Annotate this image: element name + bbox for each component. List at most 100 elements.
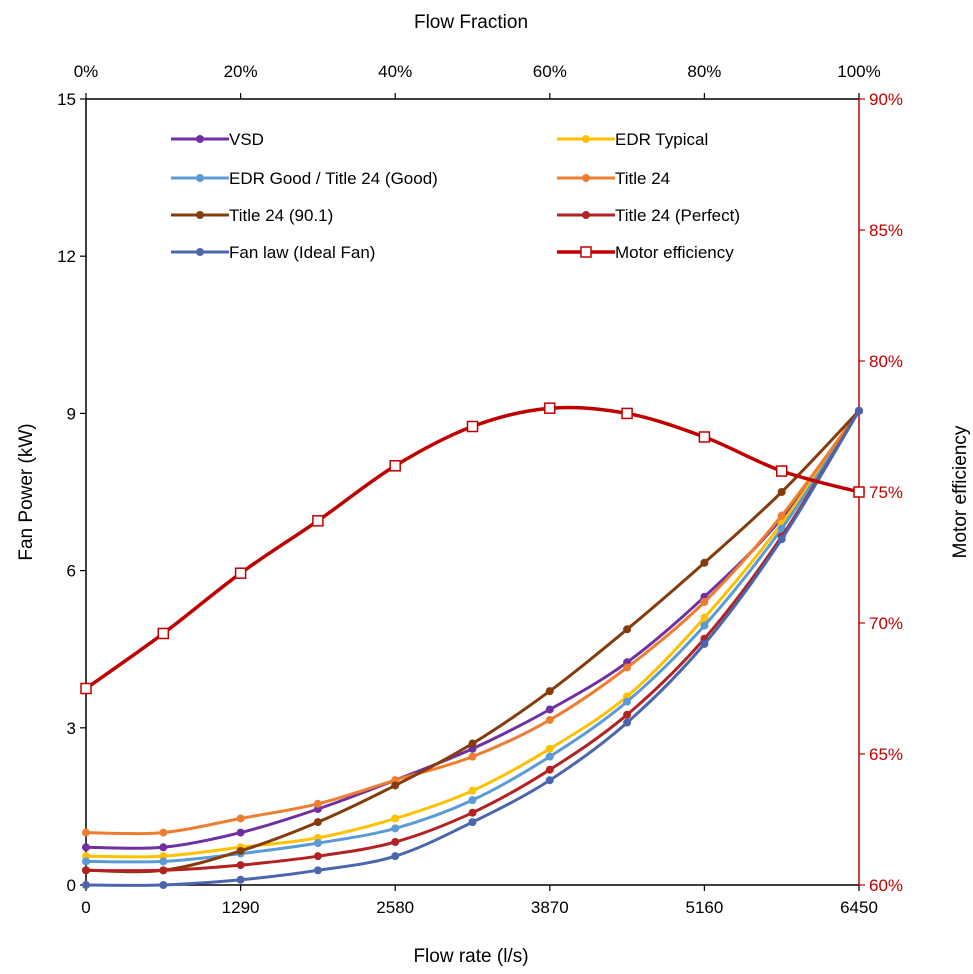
legend-entry: VSD — [171, 130, 264, 149]
series-line — [85, 409, 861, 859]
data-point — [236, 846, 245, 855]
x-tick-label: 0 — [81, 898, 90, 917]
legend-swatch-marker — [196, 174, 204, 182]
data-point — [391, 824, 400, 833]
series-title-24 — [82, 406, 863, 837]
data-point — [234, 567, 247, 579]
data-point — [545, 744, 554, 753]
legend-entry: Title 24 — [557, 169, 670, 188]
series-line — [85, 409, 861, 850]
legend-swatch-marker — [196, 135, 204, 143]
y-tick-label: 0 — [67, 876, 76, 895]
data-point — [389, 460, 401, 472]
y2-tick-label: 60% — [869, 876, 903, 895]
data-point — [80, 682, 92, 695]
legend-entry: EDR Good / Title 24 (Good) — [171, 169, 438, 188]
data-point — [777, 524, 786, 533]
series-motor-efficiency — [80, 402, 865, 695]
x-tick-label: 3870 — [531, 898, 569, 917]
data-point — [468, 752, 477, 761]
top-tick-label: 40% — [378, 62, 412, 81]
data-point — [468, 818, 477, 827]
x-tick-label: 6450 — [840, 898, 878, 917]
data-point — [313, 866, 322, 875]
series-line — [85, 409, 861, 874]
legend-entry: Fan law (Ideal Fan) — [171, 243, 375, 262]
data-point — [468, 808, 477, 817]
legend-label: VSD — [229, 130, 264, 149]
data-point — [700, 558, 709, 567]
series-edr-good-title-24-good — [82, 406, 863, 866]
data-point — [159, 866, 168, 875]
y2-tick-label: 80% — [869, 352, 903, 371]
legend-entry: Motor efficiency — [557, 243, 734, 262]
data-point — [700, 639, 709, 648]
data-point — [698, 431, 711, 443]
data-point — [700, 598, 709, 607]
data-point — [82, 843, 90, 852]
data-point — [545, 715, 554, 724]
legend-label: Title 24 — [615, 169, 670, 188]
data-point — [468, 739, 477, 748]
y-tick-label: 12 — [57, 247, 76, 266]
data-point — [391, 814, 400, 823]
axis-ticks: 0 1290 2580 3870 5160 6450 0% 20% 40% 60% 80% 100% 0… — [57, 62, 903, 917]
data-point — [468, 796, 477, 805]
top-tick-label: 80% — [687, 62, 721, 81]
data-point — [313, 852, 322, 861]
data-point — [236, 814, 245, 823]
data-point — [82, 866, 90, 875]
data-point — [623, 697, 632, 706]
y2-tick-label: 65% — [869, 745, 903, 764]
y-tick-label: 9 — [67, 404, 76, 423]
legend-swatch-marker — [582, 174, 590, 182]
legend-label: EDR Typical — [615, 130, 708, 149]
legend-swatch-marker — [582, 211, 590, 219]
data-point — [775, 465, 788, 477]
data-point — [313, 799, 322, 808]
x-tick-label: 1290 — [222, 898, 260, 917]
data-point — [236, 875, 245, 884]
y-tick-label: 15 — [57, 90, 76, 109]
x-axis-title: Flow rate (l/s) — [413, 946, 528, 967]
data-point — [159, 843, 168, 852]
series-title-24-90-1 — [82, 406, 863, 875]
series-line — [85, 410, 861, 873]
data-point — [236, 861, 245, 870]
series-title-24-perfect — [82, 406, 863, 875]
data-point — [159, 828, 168, 837]
data-point — [391, 781, 400, 790]
data-point — [700, 613, 709, 622]
data-point — [545, 752, 554, 761]
series-vsd — [82, 406, 863, 852]
data-point — [623, 718, 632, 727]
data-point — [468, 786, 477, 795]
data-point — [545, 776, 554, 785]
legend-swatch-marker — [196, 211, 204, 219]
data-point — [623, 625, 632, 634]
top-tick-label: 100% — [837, 62, 880, 81]
legend-label: Motor efficiency — [615, 243, 734, 262]
top-tick-label: 0% — [74, 62, 99, 81]
data-point — [545, 687, 554, 696]
data-point — [777, 535, 786, 544]
x-tick-label: 5160 — [685, 898, 723, 917]
series-layer — [80, 402, 865, 889]
legend-swatch-marker — [196, 248, 204, 256]
series-edr-typical — [82, 406, 863, 861]
data-point — [621, 407, 633, 420]
data-point — [466, 420, 479, 433]
legend-swatch-marker — [580, 246, 592, 258]
y2-tick-label: 85% — [869, 221, 903, 240]
data-point — [545, 705, 554, 714]
legend-swatch-marker — [582, 135, 590, 143]
legend-entry: EDR Typical — [557, 130, 708, 149]
legend-label: Title 24 (Perfect) — [615, 206, 740, 225]
data-point — [313, 818, 322, 827]
data-point — [544, 402, 556, 414]
data-point — [236, 828, 245, 837]
data-point — [82, 828, 90, 837]
data-point — [623, 710, 632, 719]
data-point — [623, 663, 632, 672]
